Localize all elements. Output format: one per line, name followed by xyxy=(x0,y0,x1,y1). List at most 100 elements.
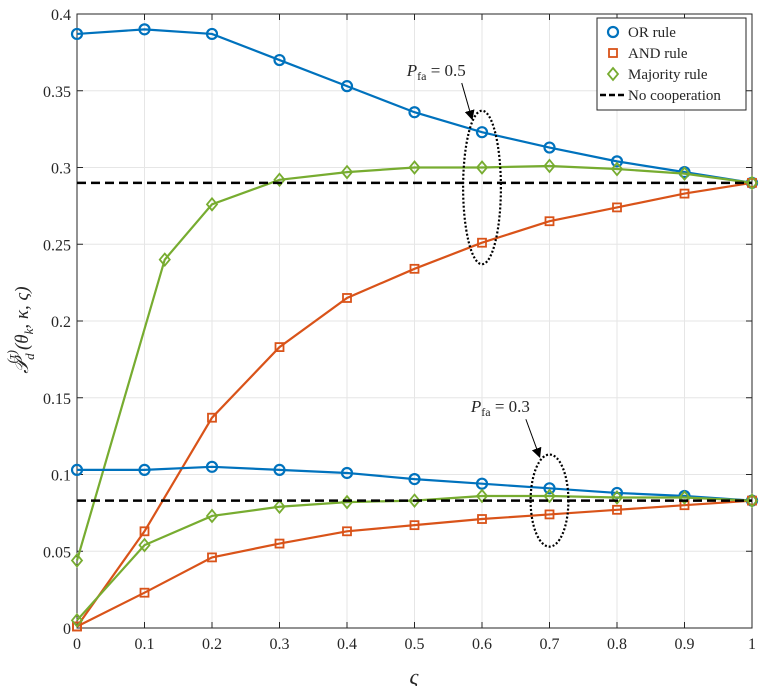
data-point xyxy=(612,504,622,515)
data-point xyxy=(409,520,420,531)
data-point xyxy=(340,466,354,480)
data-point xyxy=(408,493,421,509)
data-point xyxy=(612,202,622,213)
annotation-pfa-1: Pfa = 0.3 xyxy=(470,397,570,548)
series-line xyxy=(76,181,753,628)
legend-label: AND rule xyxy=(628,46,688,62)
y-label-args-rest: , κ, ς) xyxy=(12,286,33,328)
annotations: Pfa = 0.5 Pfa = 0.3 xyxy=(406,61,570,548)
data-point xyxy=(139,526,150,537)
annotation-ellipse xyxy=(529,453,570,548)
y-tick-label: 0.35 xyxy=(43,84,71,101)
data-point xyxy=(543,141,556,154)
data-point xyxy=(274,342,285,352)
data-point xyxy=(340,80,354,93)
data-point xyxy=(205,460,219,473)
y-tick-label: 0 xyxy=(63,621,71,638)
data-point xyxy=(475,160,489,175)
legend-label: Majority rule xyxy=(628,67,708,83)
legend-swatch xyxy=(606,66,620,82)
data-point xyxy=(610,155,624,168)
data-point xyxy=(610,490,624,505)
data-point xyxy=(205,196,219,212)
series-line xyxy=(75,164,753,561)
series-majority-rule-p-fa-0-5- xyxy=(70,158,759,568)
data-point xyxy=(475,488,489,504)
y-label-args-sub: k xyxy=(21,328,36,334)
y-tick-label: 0.05 xyxy=(43,544,71,561)
series-line xyxy=(76,499,753,628)
x-axis-label: ς xyxy=(410,664,420,686)
legend: OR rule AND rule Majority rule No cooperati… xyxy=(596,17,747,111)
annotation-ellipse xyxy=(462,109,503,266)
y-axis-label: 𝒫d(τ)(θk, κ, ς) xyxy=(4,286,37,373)
y-tick-label: 0.2 xyxy=(51,314,71,331)
x-tick-label: 0.2 xyxy=(202,636,222,653)
data-point xyxy=(342,293,352,303)
data-point xyxy=(273,463,286,476)
legend-swatch xyxy=(608,48,618,58)
data-point xyxy=(273,172,286,188)
legend-item: AND rule xyxy=(608,46,688,62)
data-point xyxy=(70,612,84,628)
data-point xyxy=(70,463,84,476)
data-point xyxy=(158,252,171,268)
data-point xyxy=(207,412,217,423)
data-point xyxy=(477,514,487,524)
y-tick-label: 0.1 xyxy=(51,468,71,485)
x-tick-label: 0.3 xyxy=(270,636,290,653)
x-axis-ticks: 0 0.1 0.2 0.3 0.4 0.5 0.6 0.7 0.8 0.9 1 xyxy=(73,14,756,653)
annotation-arrow xyxy=(461,82,475,121)
data-point xyxy=(273,499,286,515)
x-tick-label: 0.9 xyxy=(675,636,695,653)
x-tick-label: 0.8 xyxy=(607,636,627,653)
annotation-label: Pfa = 0.5 xyxy=(406,61,466,83)
data-point xyxy=(207,552,217,563)
annotation-arrow xyxy=(525,419,542,458)
data-point xyxy=(274,538,285,549)
x-tick-label: 0.1 xyxy=(135,636,155,653)
data-point xyxy=(745,175,759,191)
data-point xyxy=(408,106,421,119)
y-tick-label: 0.15 xyxy=(43,391,71,408)
legend-label: OR rule xyxy=(628,25,676,41)
data-point xyxy=(678,490,691,505)
data-point xyxy=(544,216,555,227)
y-tick-label: 0.3 xyxy=(51,161,71,178)
annotation-label: Pfa = 0.3 xyxy=(470,397,530,419)
legend-swatch xyxy=(606,25,620,39)
series-line xyxy=(76,28,753,184)
data-point xyxy=(72,621,82,632)
y-label-sub: d xyxy=(22,353,37,360)
y-label-args: (θ xyxy=(12,334,33,350)
legend-item: Majority rule xyxy=(606,66,708,83)
data-point xyxy=(610,161,624,177)
data-point xyxy=(138,537,151,553)
series-layer xyxy=(70,23,759,632)
data-point xyxy=(543,158,556,174)
y-tick-label: 0.25 xyxy=(43,237,71,254)
data-point xyxy=(138,463,151,476)
data-point xyxy=(543,482,556,495)
data-point xyxy=(408,160,421,175)
data-point xyxy=(408,473,421,486)
data-point xyxy=(475,126,489,139)
y-tick-label: 0.4 xyxy=(51,7,71,24)
data-point xyxy=(340,164,354,180)
data-point xyxy=(342,526,352,537)
data-point xyxy=(138,23,151,36)
legend-item: OR rule xyxy=(606,25,676,41)
x-tick-label: 1 xyxy=(748,636,756,653)
data-point xyxy=(273,53,286,67)
data-point xyxy=(70,27,84,41)
data-point xyxy=(139,587,150,598)
legend-item: No cooperation xyxy=(600,88,721,104)
legend-label: No cooperation xyxy=(628,88,721,104)
data-point xyxy=(205,27,219,41)
y-label-sup: (τ) xyxy=(4,350,19,363)
data-point xyxy=(544,509,555,520)
data-point xyxy=(679,188,690,199)
y-axis-ticks: 0 0.05 0.1 0.15 0.2 0.25 0.3 0.35 0.4 xyxy=(43,7,752,638)
series-line xyxy=(77,465,753,502)
